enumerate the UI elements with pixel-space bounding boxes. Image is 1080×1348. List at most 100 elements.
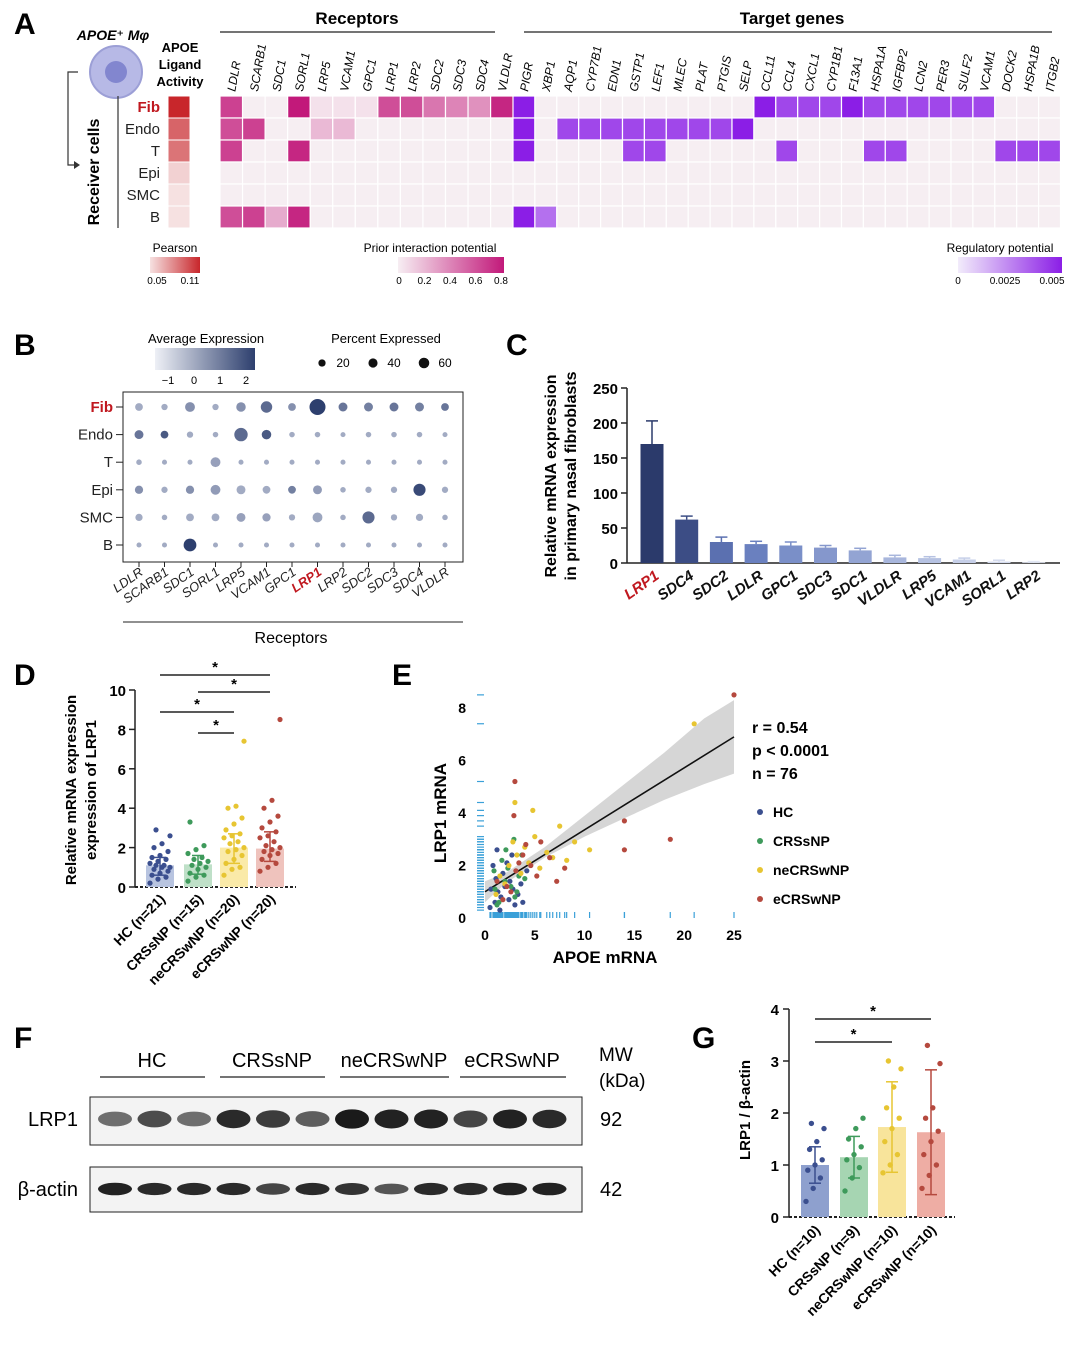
dotplot-dot — [210, 457, 221, 468]
dotplot-dot — [340, 542, 346, 548]
target-cell — [578, 205, 602, 229]
receptor-cell — [377, 161, 402, 185]
target-cell — [775, 139, 799, 163]
regulatory-legend-bar — [958, 257, 1062, 273]
target-label: SELP — [736, 60, 755, 93]
receptor-cell — [490, 183, 514, 207]
receptor-cell — [287, 95, 311, 119]
target-cell — [994, 117, 1018, 141]
target-cell — [884, 117, 908, 141]
receptor-cell — [219, 183, 244, 207]
target-cell — [512, 117, 536, 141]
g-ylabel: LRP1 / β-actin — [737, 1060, 754, 1160]
d-data-point — [241, 845, 247, 851]
dotplot-dot — [415, 513, 424, 522]
receptor-cell — [444, 205, 469, 229]
c-category-label: LRP2 — [1003, 567, 1045, 603]
g-data-point — [856, 1164, 863, 1171]
receptors-header: Receptors — [315, 9, 398, 28]
pearson-legend-title: Pearson — [153, 241, 198, 255]
d-data-point — [265, 864, 271, 870]
dotplot-dot — [134, 485, 144, 494]
g-data-point — [810, 1185, 816, 1192]
receptor-cell — [467, 183, 492, 207]
receptor-cell — [264, 205, 289, 229]
d-data-point — [235, 839, 241, 845]
f-band — [295, 1182, 330, 1196]
d-y-tick-label: 8 — [118, 722, 126, 739]
dotplot-dot — [289, 459, 295, 465]
target-label: LEF1 — [649, 62, 668, 93]
receptor-cell — [354, 117, 379, 141]
c-bar — [675, 519, 699, 563]
dotplot-dot — [236, 485, 246, 495]
target-cell — [578, 95, 602, 119]
f-band — [256, 1183, 290, 1195]
target-cell — [950, 117, 974, 141]
prior-legend-title: Prior interaction potential — [364, 241, 497, 255]
receptor-cell — [377, 139, 402, 163]
target-label: PLAT — [692, 60, 711, 93]
dotplot-dot — [161, 542, 168, 548]
target-cell — [709, 205, 733, 229]
receptor-cell — [467, 205, 492, 229]
g-data-point — [883, 1105, 890, 1111]
target-cell — [797, 139, 821, 163]
dotplot-dot — [390, 486, 398, 493]
receptor-cell — [264, 117, 289, 141]
prior-legend-tick: 0 — [396, 276, 402, 287]
target-cell — [818, 183, 843, 207]
target-label: XBP1 — [539, 60, 558, 94]
g-data-point — [922, 1115, 929, 1121]
d-data-point — [233, 803, 239, 809]
dotplot-dot — [161, 486, 168, 493]
c-y-tick-label: 200 — [593, 416, 618, 433]
target-cell — [1037, 139, 1062, 163]
e-data-point — [522, 876, 528, 882]
target-cell — [840, 205, 864, 229]
dotplot-dot — [442, 432, 448, 438]
g-data-point — [842, 1188, 848, 1194]
panel-d-bar-chart: 0 2 4 6 8 10 Relative mRNA expression expressio… — [63, 659, 296, 988]
dotplot-dot — [161, 403, 168, 411]
d-ylabel-line2: expression of LRP1 — [83, 720, 100, 860]
g-y-tick-label: 2 — [771, 1106, 779, 1123]
d-data-point — [261, 805, 267, 811]
dotplot-dot — [314, 542, 321, 548]
target-cell — [797, 117, 821, 141]
dotplot-dot — [135, 513, 143, 522]
panel-letter-d: D — [14, 659, 36, 692]
g-data-point — [933, 1162, 940, 1168]
d-data-point — [185, 878, 191, 884]
receptor-cell — [287, 183, 311, 207]
d-data-point — [151, 866, 157, 872]
e-y-tick-label: 0 — [458, 910, 466, 926]
dotplot-dot — [340, 432, 346, 438]
target-cell — [972, 205, 996, 229]
c-y-tick-label: 250 — [593, 381, 618, 398]
target-cell — [862, 139, 886, 163]
d-data-point — [167, 833, 173, 839]
receptor-label: SCARB1 — [247, 43, 269, 93]
c-bar — [848, 550, 872, 563]
e-legend-marker — [757, 896, 763, 902]
e-data-point — [513, 868, 519, 874]
e-data-point — [510, 839, 516, 845]
target-cell — [753, 161, 777, 185]
g-y-tick-label: 4 — [771, 1002, 780, 1019]
dotplot-dot — [211, 513, 220, 522]
target-cell — [621, 205, 645, 229]
c-y-tick-label: 150 — [593, 451, 618, 468]
target-cell — [709, 117, 733, 141]
target-cell — [928, 183, 952, 207]
target-cell — [818, 139, 843, 163]
percent-legend-dot — [318, 359, 326, 367]
dotplot-dot — [238, 459, 244, 465]
e-x-tick-label: 5 — [531, 927, 539, 943]
prior-legend-tick: 0.4 — [443, 276, 457, 287]
g-data-point — [805, 1167, 811, 1173]
target-cell — [599, 117, 624, 141]
f-band — [493, 1109, 527, 1129]
target-cell — [687, 205, 711, 229]
receptor-cell — [332, 95, 356, 119]
